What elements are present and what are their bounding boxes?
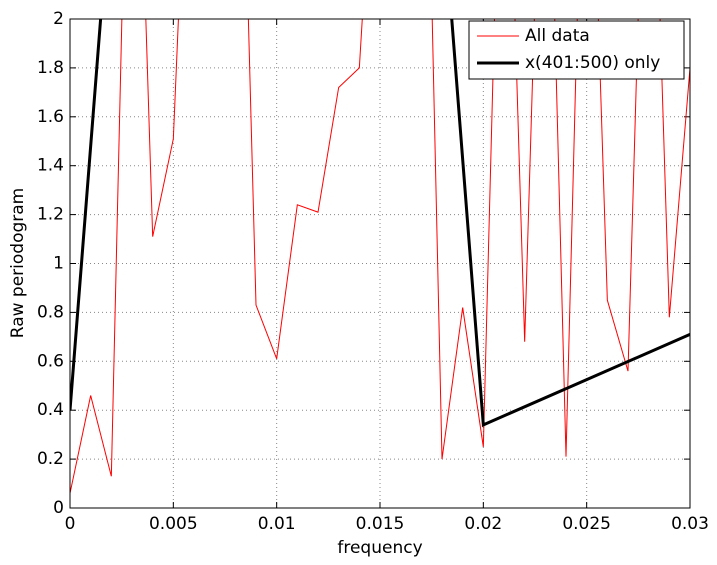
y-tick-label: 2 [53, 9, 64, 29]
x-tick-label: 0.01 [258, 514, 296, 534]
y-tick-label: 1 [53, 254, 64, 274]
x-tick-label: 0.03 [671, 514, 709, 534]
x-tick-label: 0 [65, 514, 76, 534]
plot-area [70, 19, 690, 494]
y-tick-label: 1.6 [37, 107, 64, 127]
y-tick-label: 0.4 [37, 400, 64, 420]
y-tick-label: 0 [53, 498, 64, 518]
series-line [70, 19, 690, 494]
legend-box [468, 20, 685, 80]
x-axis-label: frequency [337, 538, 422, 558]
y-tick-label: 0.8 [37, 302, 64, 322]
series-line [70, 19, 690, 428]
axes-box [69, 18, 691, 509]
x-tick-label: 0.005 [149, 514, 198, 534]
legend-label: All data [525, 26, 590, 46]
y-tick-label: 1.2 [37, 205, 64, 225]
x-tick-label: 0.02 [464, 514, 502, 534]
x-tick-label: 0.015 [356, 514, 405, 534]
legend-label: x(401:500) only [525, 53, 660, 73]
y-tick-label: 0.2 [37, 449, 64, 469]
y-axis-label: Raw periodogram [8, 188, 28, 338]
y-tick-label: 0.6 [37, 351, 64, 371]
y-tick-label: 1.4 [37, 156, 64, 176]
y-tick-label: 1.8 [37, 58, 64, 78]
x-tick-label: 0.025 [562, 514, 611, 534]
